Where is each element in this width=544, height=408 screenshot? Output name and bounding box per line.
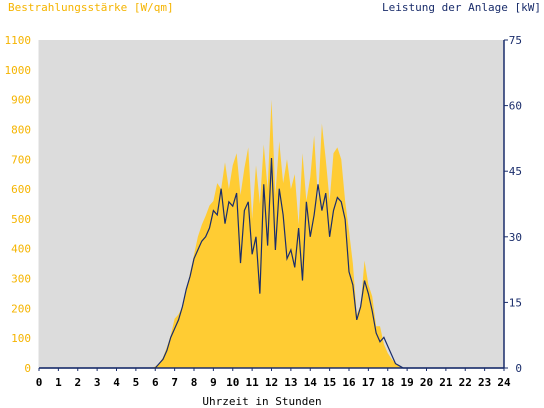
x-tick-label: 20 xyxy=(420,376,433,389)
x-tick-label: 1 xyxy=(55,376,62,389)
power-line-layer xyxy=(39,158,504,369)
y-left-tick-label: 0 xyxy=(24,362,31,375)
x-tick-label: 12 xyxy=(265,376,278,389)
y-left-tick-label: 800 xyxy=(11,123,31,136)
x-tick-label: 19 xyxy=(401,376,414,389)
y-left-tick-label: 200 xyxy=(11,302,31,315)
left-axis-title: Bestrahlungsstärke [W/qm] xyxy=(8,1,174,14)
y-left-tick-label: 300 xyxy=(11,273,31,286)
y-right-tick-label: 75 xyxy=(509,34,522,47)
x-tick-label: 0 xyxy=(36,376,43,389)
ticks-layer: 0100200300400500600700800900100011000153… xyxy=(5,34,523,389)
x-tick-label: 16 xyxy=(342,376,356,389)
x-axis-title: Uhrzeit in Stunden xyxy=(202,395,321,408)
x-tick-label: 4 xyxy=(113,376,120,389)
x-tick-label: 22 xyxy=(459,376,472,389)
power-line xyxy=(39,158,504,369)
y-left-tick-label: 100 xyxy=(11,332,31,345)
x-tick-label: 8 xyxy=(191,376,198,389)
y-right-tick-label: 30 xyxy=(509,231,522,244)
x-tick-label: 21 xyxy=(439,376,453,389)
x-tick-label: 2 xyxy=(74,376,81,389)
x-tick-label: 6 xyxy=(152,376,159,389)
x-tick-label: 9 xyxy=(210,376,217,389)
x-tick-label: 14 xyxy=(304,376,318,389)
y-right-tick-label: 60 xyxy=(509,100,522,113)
y-right-tick-label: 15 xyxy=(509,296,522,309)
y-left-tick-label: 700 xyxy=(11,153,31,166)
y-left-tick-label: 1100 xyxy=(5,34,32,47)
irradiance-area xyxy=(39,99,504,368)
y-left-tick-label: 600 xyxy=(11,183,31,196)
x-tick-label: 11 xyxy=(246,376,260,389)
y-left-tick-label: 900 xyxy=(11,94,31,107)
y-left-tick-label: 400 xyxy=(11,243,31,256)
x-tick-label: 10 xyxy=(226,376,239,389)
x-tick-label: 18 xyxy=(381,376,394,389)
x-tick-label: 17 xyxy=(362,376,375,389)
x-tick-label: 5 xyxy=(133,376,140,389)
irradiance-area-layer xyxy=(39,99,504,368)
y-right-tick-label: 0 xyxy=(515,362,522,375)
x-tick-label: 3 xyxy=(94,376,101,389)
right-axis-title: Leistung der Anlage [kW] xyxy=(382,1,541,14)
x-tick-label: 7 xyxy=(171,376,178,389)
x-tick-label: 23 xyxy=(478,376,491,389)
y-left-tick-label: 500 xyxy=(11,213,31,226)
x-tick-label: 15 xyxy=(323,376,336,389)
x-tick-label: 13 xyxy=(284,376,297,389)
x-tick-label: 24 xyxy=(497,376,511,389)
y-left-tick-label: 1000 xyxy=(5,64,32,77)
y-right-tick-label: 45 xyxy=(509,165,522,178)
